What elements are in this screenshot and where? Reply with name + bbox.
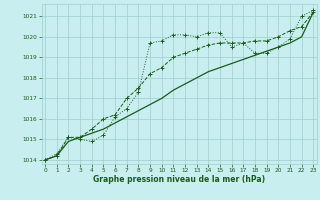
X-axis label: Graphe pression niveau de la mer (hPa): Graphe pression niveau de la mer (hPa) <box>93 175 265 184</box>
